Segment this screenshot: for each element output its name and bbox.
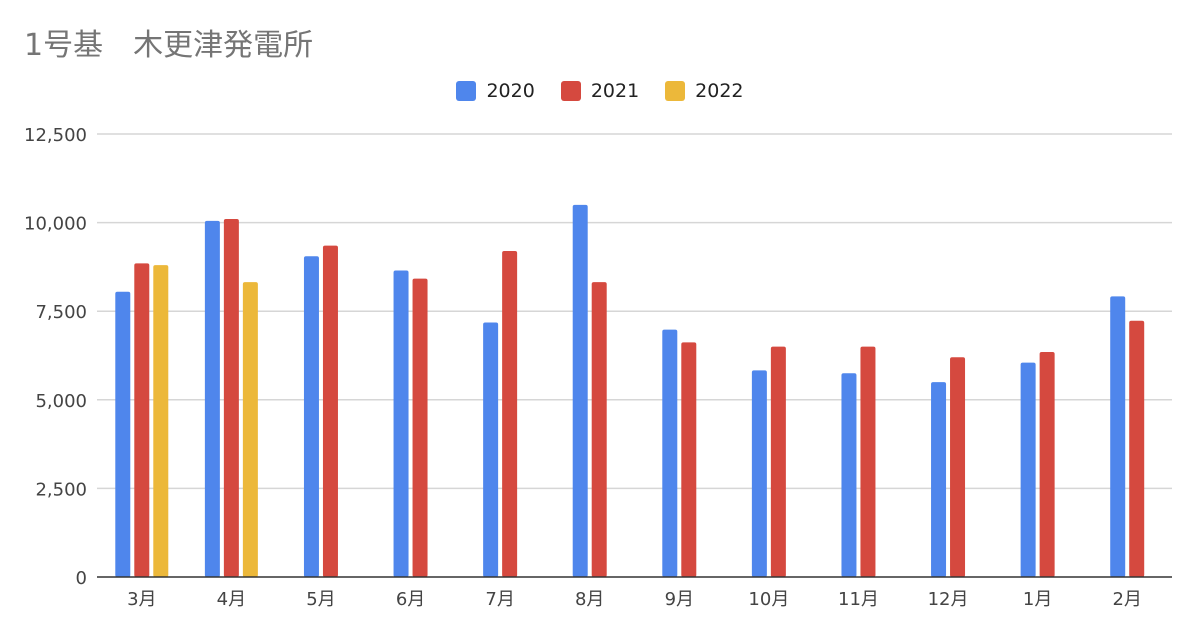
y-tick-label: 5,000 [35,391,87,412]
legend-label-2020: 2020 [486,80,535,102]
legend-label-2021: 2021 [590,80,640,102]
x-tick-label: 8月 [575,589,604,610]
bar-2021-9 [950,357,966,577]
bar-2021-0 [134,263,150,577]
bar-2021-2 [322,245,338,578]
bar-2020-0 [115,291,131,577]
bar-2020-4 [483,322,499,577]
bar-2020-3 [393,270,409,577]
bar-2021-1 [223,219,239,577]
bar-2022-1 [242,282,258,577]
legend-swatch-2022 [665,81,686,101]
legend-swatch-2021 [560,81,581,101]
x-tick-label: 7月 [485,589,514,610]
x-tick-label: 1月 [1023,589,1052,610]
bar-2022-0 [153,265,169,577]
bar-2020-5 [572,204,588,577]
x-tick-label: 4月 [217,589,246,610]
legend-item-2020[interactable]: 2020 [456,80,535,102]
bar-2020-6 [662,329,678,577]
x-tick-label: 6月 [396,589,425,610]
bar-2021-5 [591,282,607,577]
bar-2020-10 [1020,362,1036,577]
bar-2021-11 [1129,320,1145,577]
legend: 2020 2021 2022 [0,80,1200,102]
legend-label-2022: 2022 [695,80,744,102]
bar-2020-8 [841,373,857,577]
x-tick-label: 3月 [127,589,156,610]
chart-title: 1号基 木更津発電所 [24,28,314,63]
legend-item-2022[interactable]: 2022 [665,80,744,102]
bar-2020-9 [931,382,947,577]
legend-item-2021[interactable]: 2021 [560,80,640,102]
legend-swatch-2020 [456,81,477,101]
y-tick-label: 0 [76,568,87,589]
x-tick-label: 5月 [306,589,335,610]
x-tick-label: 9月 [665,589,694,610]
x-tick-label: 2月 [1112,589,1141,610]
bar-2021-8 [860,346,876,577]
bar-2020-11 [1110,296,1126,577]
x-tick-label: 10月 [748,589,789,610]
bar-2021-3 [412,278,428,577]
y-tick-label: 7,500 [35,302,87,323]
bar-2021-7 [770,346,786,577]
bar-2020-2 [303,256,319,577]
bar-2021-10 [1039,351,1055,577]
x-tick-label: 12月 [928,589,969,610]
bar-2021-6 [681,342,697,577]
bar-2020-7 [751,370,767,577]
bar-2021-4 [502,250,518,577]
y-tick-label: 2,500 [35,479,87,500]
bar-2020-1 [204,220,220,577]
y-tick-label: 12,500 [24,125,87,146]
y-tick-label: 10,000 [24,214,87,235]
x-tick-label: 11月 [838,589,879,610]
